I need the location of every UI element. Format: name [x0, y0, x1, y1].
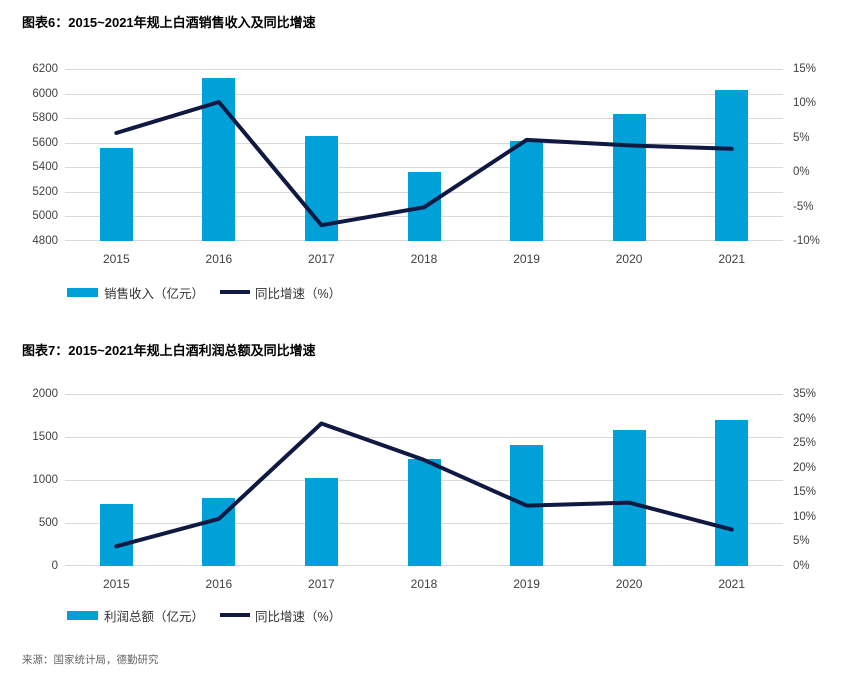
y-axis-right-label: 10%	[793, 510, 817, 523]
x-axis-label: 2018	[410, 577, 438, 591]
source-note: 来源：国家统计局，德勤研究	[22, 654, 159, 666]
figure-7-legend: 利润总额（亿元） 同比增速（%）	[67, 608, 342, 624]
growth-line-legend-label: 同比增速（%）	[255, 609, 342, 624]
y-axis-right-label: 0%	[793, 560, 810, 572]
y-axis-right-label: 5%	[793, 131, 810, 144]
y-axis-right-label: 25%	[793, 437, 817, 450]
y-axis-right-label: 35%	[793, 388, 817, 400]
bar-2018	[407, 458, 441, 566]
y-axis-left-label: 4800	[32, 235, 58, 247]
grid-line	[65, 394, 783, 395]
revenue-bar-legend-swatch	[67, 287, 98, 297]
x-axis-label: 2021	[718, 252, 746, 266]
grid-line	[65, 118, 783, 120]
grid-line	[65, 437, 783, 438]
y-axis-right-label: 15%	[793, 486, 817, 499]
y-axis-left-label: 5600	[32, 136, 58, 149]
bar-2021	[715, 89, 749, 241]
bar-2020	[612, 429, 646, 566]
x-axis-label: 2017	[308, 577, 335, 591]
plot-area	[65, 69, 783, 241]
x-axis-label: 2015	[102, 252, 130, 266]
x-axis-label: 2018	[410, 252, 438, 266]
x-axis-label: 2016	[205, 577, 233, 591]
y-axis-right-label: 0%	[793, 166, 810, 179]
grid-line	[65, 167, 783, 169]
figure-6-chart: 6200 6000 5800 5600 5400 5200 5000 4800 15% 10% 5%…	[0, 63, 850, 266]
x-axis-label: 2017	[308, 252, 335, 266]
plot-area	[65, 394, 783, 566]
y-axis-right-label: 10%	[793, 97, 817, 110]
x-axis-label: 2019	[513, 577, 540, 591]
y-axis-right-label: 15%	[793, 63, 817, 75]
y-axis-right-label: -5%	[793, 200, 814, 213]
growth-line	[114, 100, 734, 228]
growth-line	[114, 421, 734, 549]
bar-2015	[99, 147, 133, 241]
growth-line-legend-swatch	[220, 613, 251, 617]
y-axis-left-label: 6000	[32, 87, 58, 100]
figure-7-chart: 2000 1500 1000 500 0 35% 30% 25% 20% 15% 10% 5% 0% 20…	[0, 388, 850, 591]
bar-2017	[304, 477, 338, 566]
profit-bar-legend-swatch	[67, 610, 98, 620]
y-axis-left-label: 5000	[32, 210, 58, 223]
y-axis-left-label: 2000	[32, 388, 58, 400]
y-axis-left-label: 0	[51, 560, 58, 572]
x-axis-label: 2020	[615, 577, 643, 591]
x-axis-label: 2020	[615, 252, 643, 266]
y-axis-left-label: 5400	[32, 161, 58, 174]
grid-line	[65, 93, 783, 95]
y-axis-left-label: 1500	[32, 431, 58, 443]
y-axis-right-label: 5%	[793, 535, 810, 548]
figure-7-title: 图表7：2015~2021年规上白酒利润总额及同比增速	[22, 343, 316, 358]
x-axis-label: 2019	[513, 252, 540, 266]
bar-2015	[99, 503, 133, 566]
bar-2019	[510, 140, 544, 241]
x-axis-label: 2016	[205, 252, 233, 266]
growth-line-legend-swatch	[220, 290, 251, 294]
x-axis-label: 2021	[718, 577, 746, 591]
grid-line	[65, 142, 783, 144]
y-axis-left-label: 5800	[32, 112, 58, 125]
y-axis-right-label: 30%	[793, 412, 817, 425]
figure-6-title: 图表6：2015~2021年规上白酒销售收入及同比增速	[22, 15, 316, 30]
y-axis-left-label: 6200	[32, 63, 58, 75]
grid-line	[65, 69, 783, 70]
profit-bar-legend-label: 利润总额（亿元）	[104, 609, 205, 624]
y-axis-left-label: 500	[38, 517, 58, 529]
revenue-bar-legend-label: 销售收入（亿元）	[104, 286, 205, 301]
y-axis-left-label: 1000	[32, 474, 58, 486]
figure-6-legend: 销售收入（亿元） 同比增速（%）	[67, 285, 342, 301]
y-axis-left-label: 5200	[32, 185, 58, 198]
x-axis-label: 2015	[102, 577, 130, 591]
y-axis-right-label: -10%	[793, 235, 820, 247]
bar-2021	[715, 419, 749, 566]
growth-line-legend-label: 同比增速（%）	[255, 286, 342, 301]
bar-2020	[612, 113, 646, 241]
y-axis-right-label: 20%	[793, 461, 817, 474]
